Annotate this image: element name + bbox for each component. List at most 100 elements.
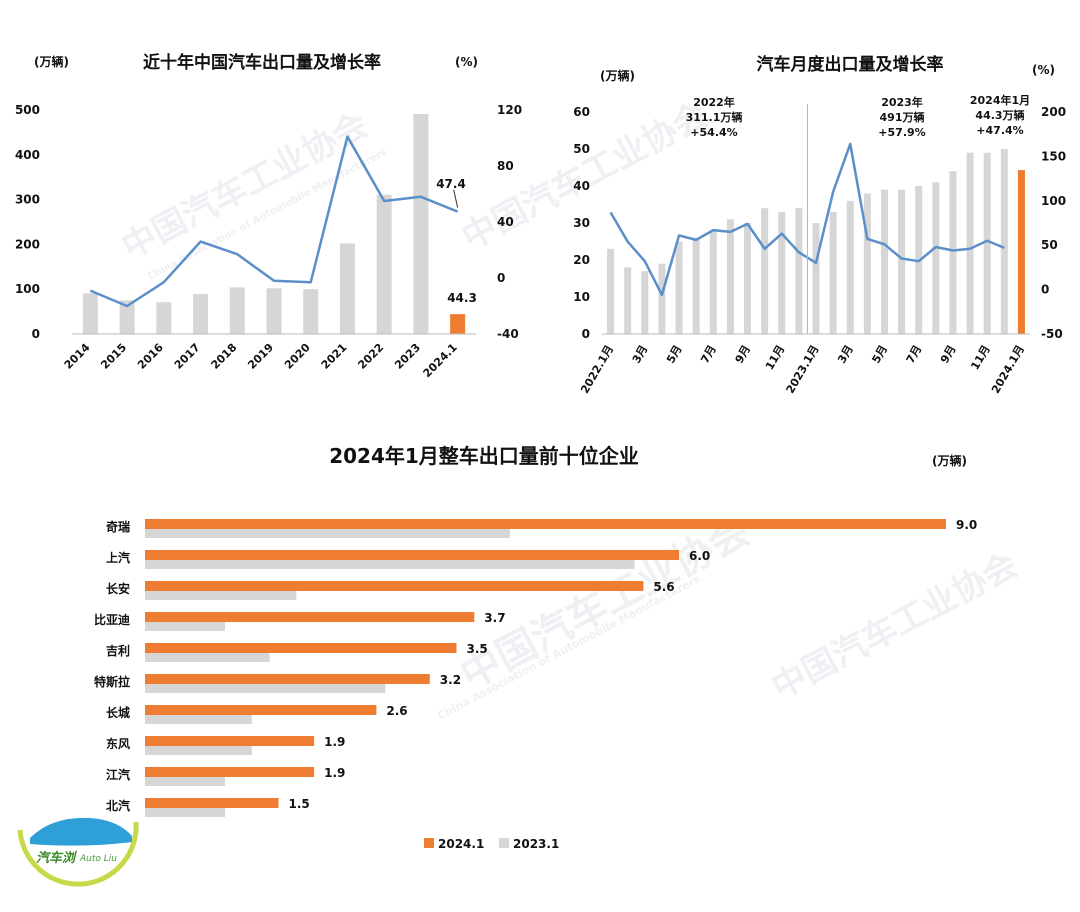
bar <box>1017 170 1025 334</box>
y-tick-right: 120 <box>497 103 522 117</box>
bar <box>82 293 98 334</box>
y-axis-left-unit: (万辆) <box>600 68 635 83</box>
y-tick-left: 20 <box>573 253 590 267</box>
bar <box>339 243 355 334</box>
annotation-volume: 311.1万辆 <box>686 110 743 124</box>
bar <box>812 223 820 334</box>
bar-2023 <box>145 808 226 817</box>
y-tick-right: 0 <box>497 271 505 285</box>
car-icon <box>30 817 132 846</box>
y-tick-left: 30 <box>573 216 590 230</box>
y-tick-left: 50 <box>573 142 590 156</box>
legend-swatch-2024 <box>424 838 434 848</box>
x-tick-label: 2024.1 <box>421 341 460 380</box>
value-label: 9.0 <box>956 518 977 532</box>
bar <box>932 182 940 334</box>
legend-label: 2023.1 <box>513 837 559 851</box>
annotation-year: 2023年 <box>881 95 923 109</box>
x-tick-label: 2022 <box>355 341 386 372</box>
bar-2023 <box>145 560 635 569</box>
category-label: 奇瑞 <box>106 519 130 534</box>
bar <box>607 248 615 334</box>
x-tick-label: 9月 <box>938 343 959 366</box>
x-tick-label: 7月 <box>904 343 925 366</box>
y-tick-right: 40 <box>497 215 514 229</box>
annotation-year: 2024年1月 <box>970 93 1030 107</box>
category-label: 比亚迪 <box>94 612 130 627</box>
y-tick-left: 500 <box>15 103 40 117</box>
x-tick-label: 2022.1月 <box>578 343 616 396</box>
y-tick-right: 80 <box>497 159 514 173</box>
value-label: 3.7 <box>484 611 505 625</box>
value-label: 5.6 <box>653 580 674 594</box>
top10-companies-chart: 2024年1月整车出口量前十位企业 (万辆) 奇瑞 9.0 上汽 6.0 长安 5.6 比亚… <box>94 444 977 851</box>
x-tick-label: 5月 <box>869 343 890 366</box>
legend: 2024.1 2023.1 <box>424 837 559 851</box>
x-tick-label: 11月 <box>763 343 787 372</box>
chart-title: 汽车月度出口量及增长率 <box>757 54 944 75</box>
watermark-text: 中国汽车工业协会 <box>455 95 714 258</box>
x-tick-label: 2023.1月 <box>784 343 822 396</box>
y-tick-right: 200 <box>1041 105 1066 119</box>
legend-swatch-2023 <box>499 838 509 848</box>
legend-label: 2024.1 <box>438 837 484 851</box>
value-label: 2.6 <box>386 704 407 718</box>
x-tick-label: 2016 <box>135 341 166 372</box>
brand-subtitle: Auto Liu <box>79 854 117 864</box>
y-tick-left: 60 <box>573 105 590 119</box>
bar <box>266 288 282 334</box>
bar <box>1000 149 1008 334</box>
x-tick-label: 2018 <box>209 341 240 372</box>
category-label: 长安 <box>106 581 130 596</box>
growth-rate-line <box>89 135 459 308</box>
y-tick-right: 50 <box>1041 238 1058 252</box>
bar <box>880 189 888 334</box>
bar <box>744 223 752 334</box>
category-label: 北汽 <box>106 798 130 813</box>
annotation-2022: 2022年 311.1万辆 +54.4% <box>686 95 743 139</box>
bar-2023 <box>145 591 297 600</box>
value-label: 1.9 <box>324 735 345 749</box>
monthly-export-chart: 汽车月度出口量及增长率 (万辆) (%) 0 10 20 30 40 50 60 -50 0 50… <box>573 54 1066 396</box>
y-tick-left: 300 <box>15 193 40 207</box>
line-data-label: 47.4 <box>436 177 466 191</box>
value-label: 1.5 <box>289 797 310 811</box>
category-label: 江汽 <box>106 767 130 782</box>
bar <box>658 263 666 334</box>
category-label: 上汽 <box>106 550 130 565</box>
bar <box>450 314 466 334</box>
annotation-growth: +47.4% <box>976 124 1023 137</box>
x-tick-label: 2024.1月 <box>989 343 1027 396</box>
bar <box>675 241 683 334</box>
bar <box>229 287 245 334</box>
bar <box>829 211 837 334</box>
bar-2023 <box>145 746 252 755</box>
bar <box>761 208 769 334</box>
y-tick-right: -50 <box>1041 327 1063 341</box>
bar-2024 <box>145 643 457 653</box>
y-tick-right: 100 <box>1041 194 1066 208</box>
annotation-2023: 2023年 491万辆 +57.9% <box>878 95 925 139</box>
y-axis-right-unit: (%) <box>1032 63 1055 77</box>
bar <box>983 152 991 334</box>
bar-2024 <box>145 581 644 591</box>
x-tick-label: 2017 <box>172 341 203 372</box>
bar <box>846 200 854 334</box>
x-tick-label: 11月 <box>968 343 992 372</box>
bar-2023 <box>145 777 226 786</box>
bar-2024 <box>145 767 315 777</box>
watermark-text: 中国汽车工业协会 <box>765 545 1024 708</box>
y-tick-left: 0 <box>582 327 590 341</box>
y-tick-left: 0 <box>32 327 40 341</box>
label-leader <box>453 189 459 208</box>
y-tick-right: -40 <box>497 327 519 341</box>
bar <box>949 171 957 334</box>
x-tick-label: 2019 <box>245 341 276 372</box>
x-tick-label: 3月 <box>835 343 856 366</box>
bar <box>641 271 649 334</box>
x-axis-unit: (万辆) <box>932 453 967 468</box>
annotation-2024-jan: 2024年1月 44.3万辆 +47.4% <box>970 93 1030 137</box>
annotation-year: 2022年 <box>693 95 735 109</box>
bar-2024 <box>145 550 679 560</box>
bar <box>624 267 632 334</box>
